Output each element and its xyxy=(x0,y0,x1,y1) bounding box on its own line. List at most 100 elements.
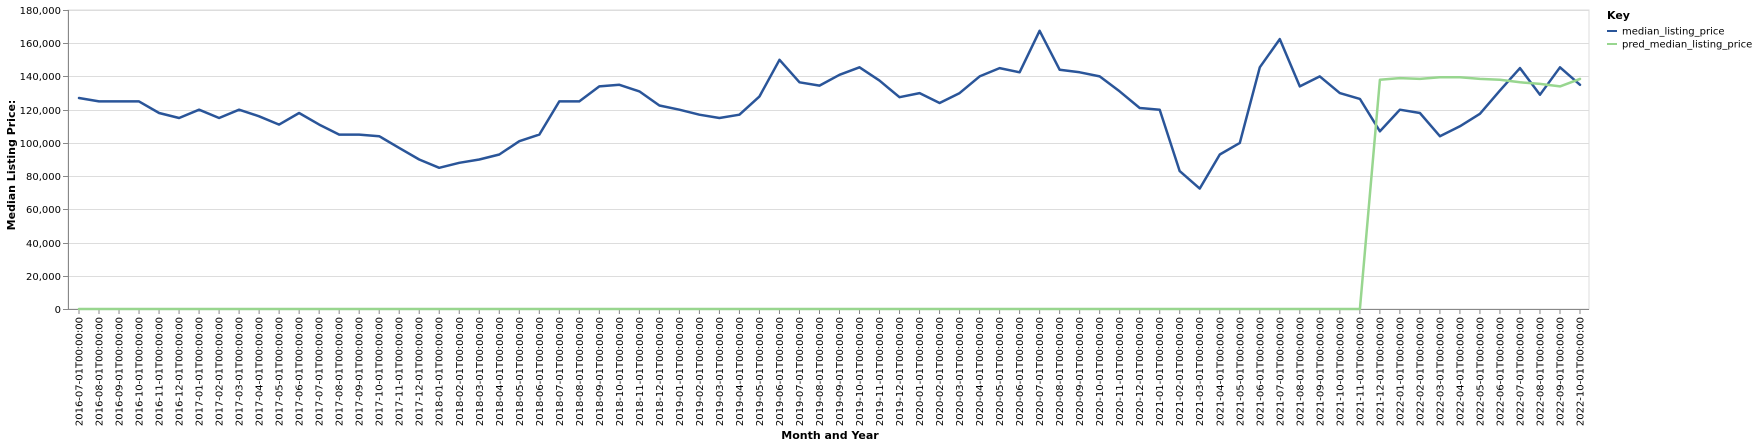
x-tick-label: 2017-10-01T00:00:00 xyxy=(375,317,386,426)
x-tick-label: 2020-02-01T00:00:00 xyxy=(935,317,946,426)
x-tick-label: 2021-06-01T00:00:00 xyxy=(1255,317,1266,426)
x-tick-label: 2017-07-01T00:00:00 xyxy=(315,317,326,426)
x-tick-label: 2016-10-01T00:00:00 xyxy=(135,317,146,426)
x-tick-label: 2022-07-01T00:00:00 xyxy=(1515,317,1526,426)
x-tick-label: 2021-07-01T00:00:00 xyxy=(1275,317,1286,426)
x-tick-label: 2017-11-01T00:00:00 xyxy=(395,317,406,426)
x-tick-label: 2022-10-01T00:00:00 xyxy=(1576,317,1587,426)
x-tick-label: 2019-12-01T00:00:00 xyxy=(895,317,906,426)
x-tick-label: 2019-09-01T00:00:00 xyxy=(835,317,846,426)
grid-lines xyxy=(67,9,1590,310)
x-tick-label: 2020-06-01T00:00:00 xyxy=(1015,317,1026,426)
y-tick-label: 160,000 xyxy=(20,39,61,50)
y-tick-label: 60,000 xyxy=(26,205,61,216)
x-tick-label: 2016-09-01T00:00:00 xyxy=(115,317,126,426)
x-tick-label: 2021-02-01T00:00:00 xyxy=(1175,317,1186,426)
x-tick-label: 2020-08-01T00:00:00 xyxy=(1055,317,1066,426)
x-tick-label: 2020-09-01T00:00:00 xyxy=(1075,317,1086,426)
x-tick-label: 2022-04-01T00:00:00 xyxy=(1455,317,1466,426)
x-tick-label: 2017-08-01T00:00:00 xyxy=(335,317,346,426)
y-tick-label: 80,000 xyxy=(26,172,61,183)
x-tick-label: 2018-09-01T00:00:00 xyxy=(595,317,606,426)
x-tick-label: 2018-12-01T00:00:00 xyxy=(655,317,666,426)
x-tick-label: 2018-08-01T00:00:00 xyxy=(575,317,586,426)
x-tick-label: 2019-04-01T00:00:00 xyxy=(735,317,746,426)
y-axis-title: Median Listing Price: xyxy=(5,100,18,231)
plot-frame xyxy=(67,9,1590,310)
x-tick-label: 2021-12-01T00:00:00 xyxy=(1375,317,1386,426)
x-tick-label: 2017-09-01T00:00:00 xyxy=(355,317,366,426)
x-tick-label: 2017-01-01T00:00:00 xyxy=(195,317,206,426)
x-tick-label: 2022-01-01T00:00:00 xyxy=(1395,317,1406,426)
legend-item-label: median_listing_price xyxy=(1622,27,1725,38)
x-tick-label: 2017-02-01T00:00:00 xyxy=(215,317,226,426)
x-axis-title: Month and Year xyxy=(781,429,879,442)
x-tick-label: 2016-07-01T00:00:00 xyxy=(75,317,86,426)
x-tick-label: 2020-11-01T00:00:00 xyxy=(1115,317,1126,426)
x-tick-label: 2018-04-01T00:00:00 xyxy=(495,317,506,426)
x-tick-label: 2021-03-01T00:00:00 xyxy=(1195,317,1206,426)
x-tick-label: 2019-03-01T00:00:00 xyxy=(715,317,726,426)
x-tick-label: 2021-01-01T00:00:00 xyxy=(1155,317,1166,426)
x-tick-label: 2017-05-01T00:00:00 xyxy=(275,317,286,426)
x-tick-label: 2018-06-01T00:00:00 xyxy=(535,317,546,426)
x-tick-label: 2021-08-01T00:00:00 xyxy=(1295,317,1306,426)
x-tick-label: 2020-12-01T00:00:00 xyxy=(1135,317,1146,426)
legend-item-label: pred_median_listing_price xyxy=(1622,40,1752,51)
legend: Key median_listing_price pred_median_list… xyxy=(1607,9,1752,51)
x-tick-label: 2020-03-01T00:00:00 xyxy=(955,317,966,426)
x-tick-label: 2019-06-01T00:00:00 xyxy=(775,317,786,426)
x-tick-label: 2021-11-01T00:00:00 xyxy=(1355,317,1366,426)
y-tick-label: 140,000 xyxy=(20,72,61,83)
x-tick-label: 2021-05-01T00:00:00 xyxy=(1235,317,1246,426)
x-tick-label: 2019-07-01T00:00:00 xyxy=(795,317,806,426)
x-tick-label: 2021-10-01T00:00:00 xyxy=(1335,317,1346,426)
y-tick-label: 20,000 xyxy=(26,272,61,283)
x-tick-label: 2018-01-01T00:00:00 xyxy=(435,317,446,426)
x-tick-label: 2020-07-01T00:00:00 xyxy=(1035,317,1046,426)
x-tick-label: 2022-02-01T00:00:00 xyxy=(1415,317,1426,426)
x-tick-label: 2020-10-01T00:00:00 xyxy=(1095,317,1106,426)
y-tick-label: 100,000 xyxy=(20,139,61,150)
x-tick-label: 2019-01-01T00:00:00 xyxy=(675,317,686,426)
x-axis: 2016-07-01T00:00:00 2016-08-01T00:00:00 20… xyxy=(68,309,1589,426)
series-line-median_listing_price xyxy=(77,29,1582,190)
x-tick-label: 2017-03-01T00:00:00 xyxy=(235,317,246,426)
y-tick-label: 180,000 xyxy=(20,6,61,17)
x-tick-label: 2018-10-01T00:00:00 xyxy=(615,317,626,426)
x-tick-label: 2019-10-01T00:00:00 xyxy=(855,317,866,426)
x-tick-label: 2022-09-01T00:00:00 xyxy=(1555,317,1566,426)
x-tick-label: 2019-08-01T00:00:00 xyxy=(815,317,826,426)
y-tick-label: 40,000 xyxy=(26,239,61,250)
x-tick-label: 2016-12-01T00:00:00 xyxy=(175,317,186,426)
x-tick-label: 2019-11-01T00:00:00 xyxy=(875,317,886,426)
y-tick-label: 0 xyxy=(55,305,61,316)
x-tick-label: 2020-01-01T00:00:00 xyxy=(915,317,926,426)
y-tick-label: 120,000 xyxy=(20,106,61,117)
x-tick-label: 2022-03-01T00:00:00 xyxy=(1435,317,1446,426)
x-tick-label: 2018-05-01T00:00:00 xyxy=(515,317,526,426)
x-tick-label: 2018-11-01T00:00:00 xyxy=(635,317,646,426)
x-tick-label: 2020-05-01T00:00:00 xyxy=(995,317,1006,426)
x-tick-label: 2022-05-01T00:00:00 xyxy=(1475,317,1486,426)
x-tick-label: 2018-02-01T00:00:00 xyxy=(455,317,466,426)
x-tick-label: 2022-08-01T00:00:00 xyxy=(1535,317,1546,426)
series-lines xyxy=(77,29,1582,311)
x-tick-label: 2021-09-01T00:00:00 xyxy=(1315,317,1326,426)
x-tick-label: 2017-04-01T00:00:00 xyxy=(255,317,266,426)
x-tick-label: 2018-07-01T00:00:00 xyxy=(555,317,566,426)
legend-title: Key xyxy=(1607,9,1630,22)
x-tick-label: 2020-04-01T00:00:00 xyxy=(975,317,986,426)
x-tick-label: 2018-03-01T00:00:00 xyxy=(475,317,486,426)
x-tick-label: 2016-08-01T00:00:00 xyxy=(95,317,106,426)
series-line-pred_median_listing_price xyxy=(77,76,1582,311)
x-tick-label: 2017-06-01T00:00:00 xyxy=(295,317,306,426)
x-tick-label: 2019-05-01T00:00:00 xyxy=(755,317,766,426)
x-tick-label: 2022-06-01T00:00:00 xyxy=(1495,317,1506,426)
x-tick-label: 2016-11-01T00:00:00 xyxy=(155,317,166,426)
x-tick-label: 2021-04-01T00:00:00 xyxy=(1215,317,1226,426)
y-axis: 0 20,000 40,000 60,000 80,000 100,000 120,000 1… xyxy=(20,6,69,316)
x-tick-label: 2017-12-01T00:00:00 xyxy=(415,317,426,426)
x-tick-label: 2019-02-01T00:00:00 xyxy=(695,317,706,426)
